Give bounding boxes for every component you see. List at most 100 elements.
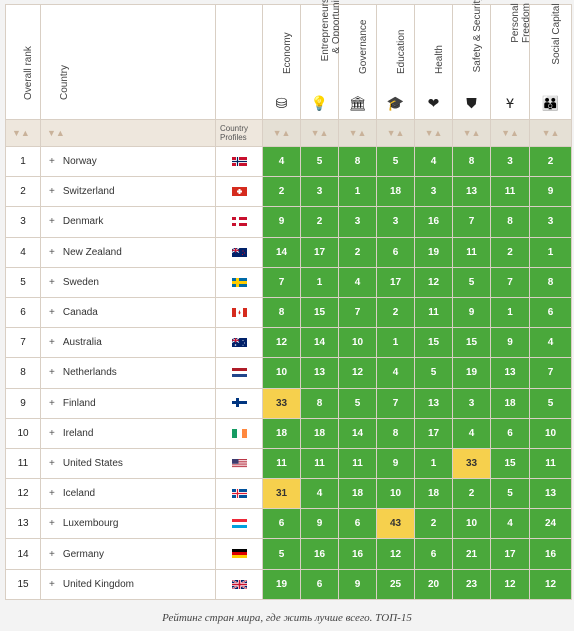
sort-rank-button[interactable]: ▼▲ bbox=[5, 119, 41, 147]
country-cell[interactable]: + Canada bbox=[40, 296, 216, 329]
sort-social-capital-button[interactable]: ▼▲ bbox=[529, 119, 572, 147]
country-name[interactable]: Netherlands bbox=[62, 367, 117, 379]
score-cell: 11 bbox=[529, 447, 572, 480]
category-label: Health bbox=[433, 45, 445, 74]
country-name[interactable]: New Zealand bbox=[62, 246, 122, 258]
expand-icon[interactable]: + bbox=[49, 397, 55, 409]
country-profile-flag[interactable] bbox=[215, 478, 263, 510]
country-cell[interactable]: + United Kingdom bbox=[40, 568, 216, 600]
country-cell[interactable]: + Ireland bbox=[40, 417, 216, 449]
country-profile-flag[interactable] bbox=[215, 508, 263, 540]
country-name[interactable]: Norway bbox=[62, 156, 97, 168]
header-category: Health ❤ bbox=[414, 4, 453, 120]
country-cell[interactable]: + Denmark bbox=[40, 206, 216, 238]
sort-entrepreneurship-button[interactable]: ▼▲ bbox=[300, 119, 339, 147]
country-profile-flag[interactable] bbox=[215, 357, 263, 389]
score-cell: 7 bbox=[490, 266, 530, 298]
country-cell[interactable]: + Norway bbox=[40, 145, 216, 178]
country-cell[interactable]: + Germany bbox=[40, 538, 216, 570]
score-cell: 4 bbox=[262, 145, 301, 178]
table-row: 10 + Ireland 18 18 14 8 17 4 6 10 bbox=[5, 417, 572, 449]
sort-safety-button[interactable]: ▼▲ bbox=[452, 119, 491, 147]
expand-icon[interactable]: + bbox=[49, 186, 55, 198]
table-row: 4 + New Zealand 14 17 2 6 19 11 2 1 bbox=[5, 236, 572, 268]
country-profile-flag[interactable] bbox=[215, 236, 263, 268]
expand-icon[interactable]: + bbox=[49, 216, 55, 228]
country-cell[interactable]: + Australia bbox=[40, 327, 216, 359]
country-profile-flag[interactable] bbox=[215, 145, 263, 178]
expand-icon[interactable]: + bbox=[49, 276, 55, 288]
score-cell: 18 bbox=[300, 417, 339, 449]
sort-education-button[interactable]: ▼▲ bbox=[376, 119, 415, 147]
expand-icon[interactable]: + bbox=[49, 427, 55, 439]
country-cell[interactable]: + Iceland bbox=[40, 478, 216, 510]
header-row: Overall rank Country Economy ⛁ Entreprene… bbox=[5, 0, 572, 120]
country-cell[interactable]: + Switzerland bbox=[40, 176, 216, 208]
expand-icon[interactable]: + bbox=[49, 337, 55, 349]
country-profile-flag[interactable] bbox=[215, 417, 263, 449]
flag-icon bbox=[231, 156, 247, 166]
header-overall-rank: Overall rank bbox=[5, 4, 41, 120]
expand-icon[interactable]: + bbox=[49, 548, 55, 560]
expand-icon[interactable]: + bbox=[49, 307, 55, 319]
country-profile-flag[interactable] bbox=[215, 296, 263, 329]
sort-governance-button[interactable]: ▼▲ bbox=[338, 119, 377, 147]
country-name[interactable]: Australia bbox=[62, 337, 102, 349]
sort-freedom-button[interactable]: ▼▲ bbox=[490, 119, 530, 147]
header-profiles-spacer bbox=[215, 4, 263, 120]
country-name[interactable]: Iceland bbox=[62, 488, 96, 500]
country-cell[interactable]: + New Zealand bbox=[40, 236, 216, 268]
sort-economy-button[interactable]: ▼▲ bbox=[262, 119, 301, 147]
country-profile-flag[interactable] bbox=[215, 176, 263, 208]
country-name[interactable]: United Kingdom bbox=[62, 578, 134, 590]
shield-icon: ⛊ bbox=[466, 95, 477, 111]
flag-icon bbox=[231, 489, 247, 499]
expand-icon[interactable]: + bbox=[49, 518, 55, 530]
category-label: Social Capital bbox=[550, 3, 562, 65]
country-profile-flag[interactable] bbox=[215, 206, 263, 238]
country-name[interactable]: United States bbox=[62, 457, 123, 469]
sort-country-button[interactable]: ▼▲ bbox=[40, 119, 216, 147]
country-name[interactable]: Denmark bbox=[62, 216, 104, 228]
score-cell: 2 bbox=[300, 206, 339, 238]
expand-icon[interactable]: + bbox=[49, 578, 55, 590]
country-cell[interactable]: + Netherlands bbox=[40, 357, 216, 389]
country-profile-flag[interactable] bbox=[215, 387, 263, 419]
country-profiles-label: Country Profiles bbox=[215, 119, 263, 147]
country-name[interactable]: Canada bbox=[62, 307, 98, 319]
country-name[interactable]: Finland bbox=[62, 397, 96, 409]
country-name[interactable]: Ireland bbox=[62, 427, 94, 439]
expand-icon[interactable]: + bbox=[49, 367, 55, 379]
country-profile-flag[interactable] bbox=[215, 538, 263, 570]
country-name[interactable]: Luxembourg bbox=[62, 518, 119, 530]
score-cell: 14 bbox=[338, 417, 377, 449]
score-cell: 6 bbox=[300, 568, 339, 600]
score-cell: 18 bbox=[414, 478, 453, 510]
country-cell[interactable]: + Luxembourg bbox=[40, 508, 216, 540]
flag-icon bbox=[231, 307, 247, 317]
score-cell: 2 bbox=[414, 508, 453, 540]
country-profile-flag[interactable] bbox=[215, 327, 263, 359]
country-cell[interactable]: + Finland bbox=[40, 387, 216, 419]
sort-health-button[interactable]: ▼▲ bbox=[414, 119, 453, 147]
score-cell: 6 bbox=[414, 538, 453, 570]
country-name[interactable]: Germany bbox=[62, 548, 104, 560]
expand-icon[interactable]: + bbox=[49, 156, 55, 168]
country-profile-flag[interactable] bbox=[215, 266, 263, 298]
score-cell: 6 bbox=[490, 417, 530, 449]
expand-icon[interactable]: + bbox=[49, 457, 55, 469]
country-profile-flag[interactable] bbox=[215, 447, 263, 480]
expand-icon[interactable]: + bbox=[49, 488, 55, 500]
flag-icon bbox=[231, 519, 247, 529]
country-profile-flag[interactable] bbox=[215, 568, 263, 600]
people-group-icon: 👪 bbox=[541, 95, 560, 111]
country-cell[interactable]: + Sweden bbox=[40, 266, 216, 298]
country-name[interactable]: Sweden bbox=[62, 276, 99, 288]
economy-icon: ⛁ bbox=[275, 95, 288, 111]
score-cell: 3 bbox=[452, 387, 491, 419]
score-cell: 23 bbox=[452, 568, 491, 600]
country-cell[interactable]: + United States bbox=[40, 447, 216, 480]
table-row: 13 + Luxembourg 6 9 6 43 2 10 4 24 bbox=[5, 508, 572, 540]
expand-icon[interactable]: + bbox=[49, 246, 55, 258]
country-name[interactable]: Switzerland bbox=[62, 186, 115, 198]
